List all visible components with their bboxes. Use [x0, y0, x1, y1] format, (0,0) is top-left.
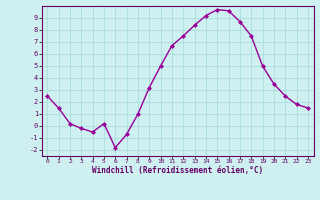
X-axis label: Windchill (Refroidissement éolien,°C): Windchill (Refroidissement éolien,°C) [92, 166, 263, 175]
